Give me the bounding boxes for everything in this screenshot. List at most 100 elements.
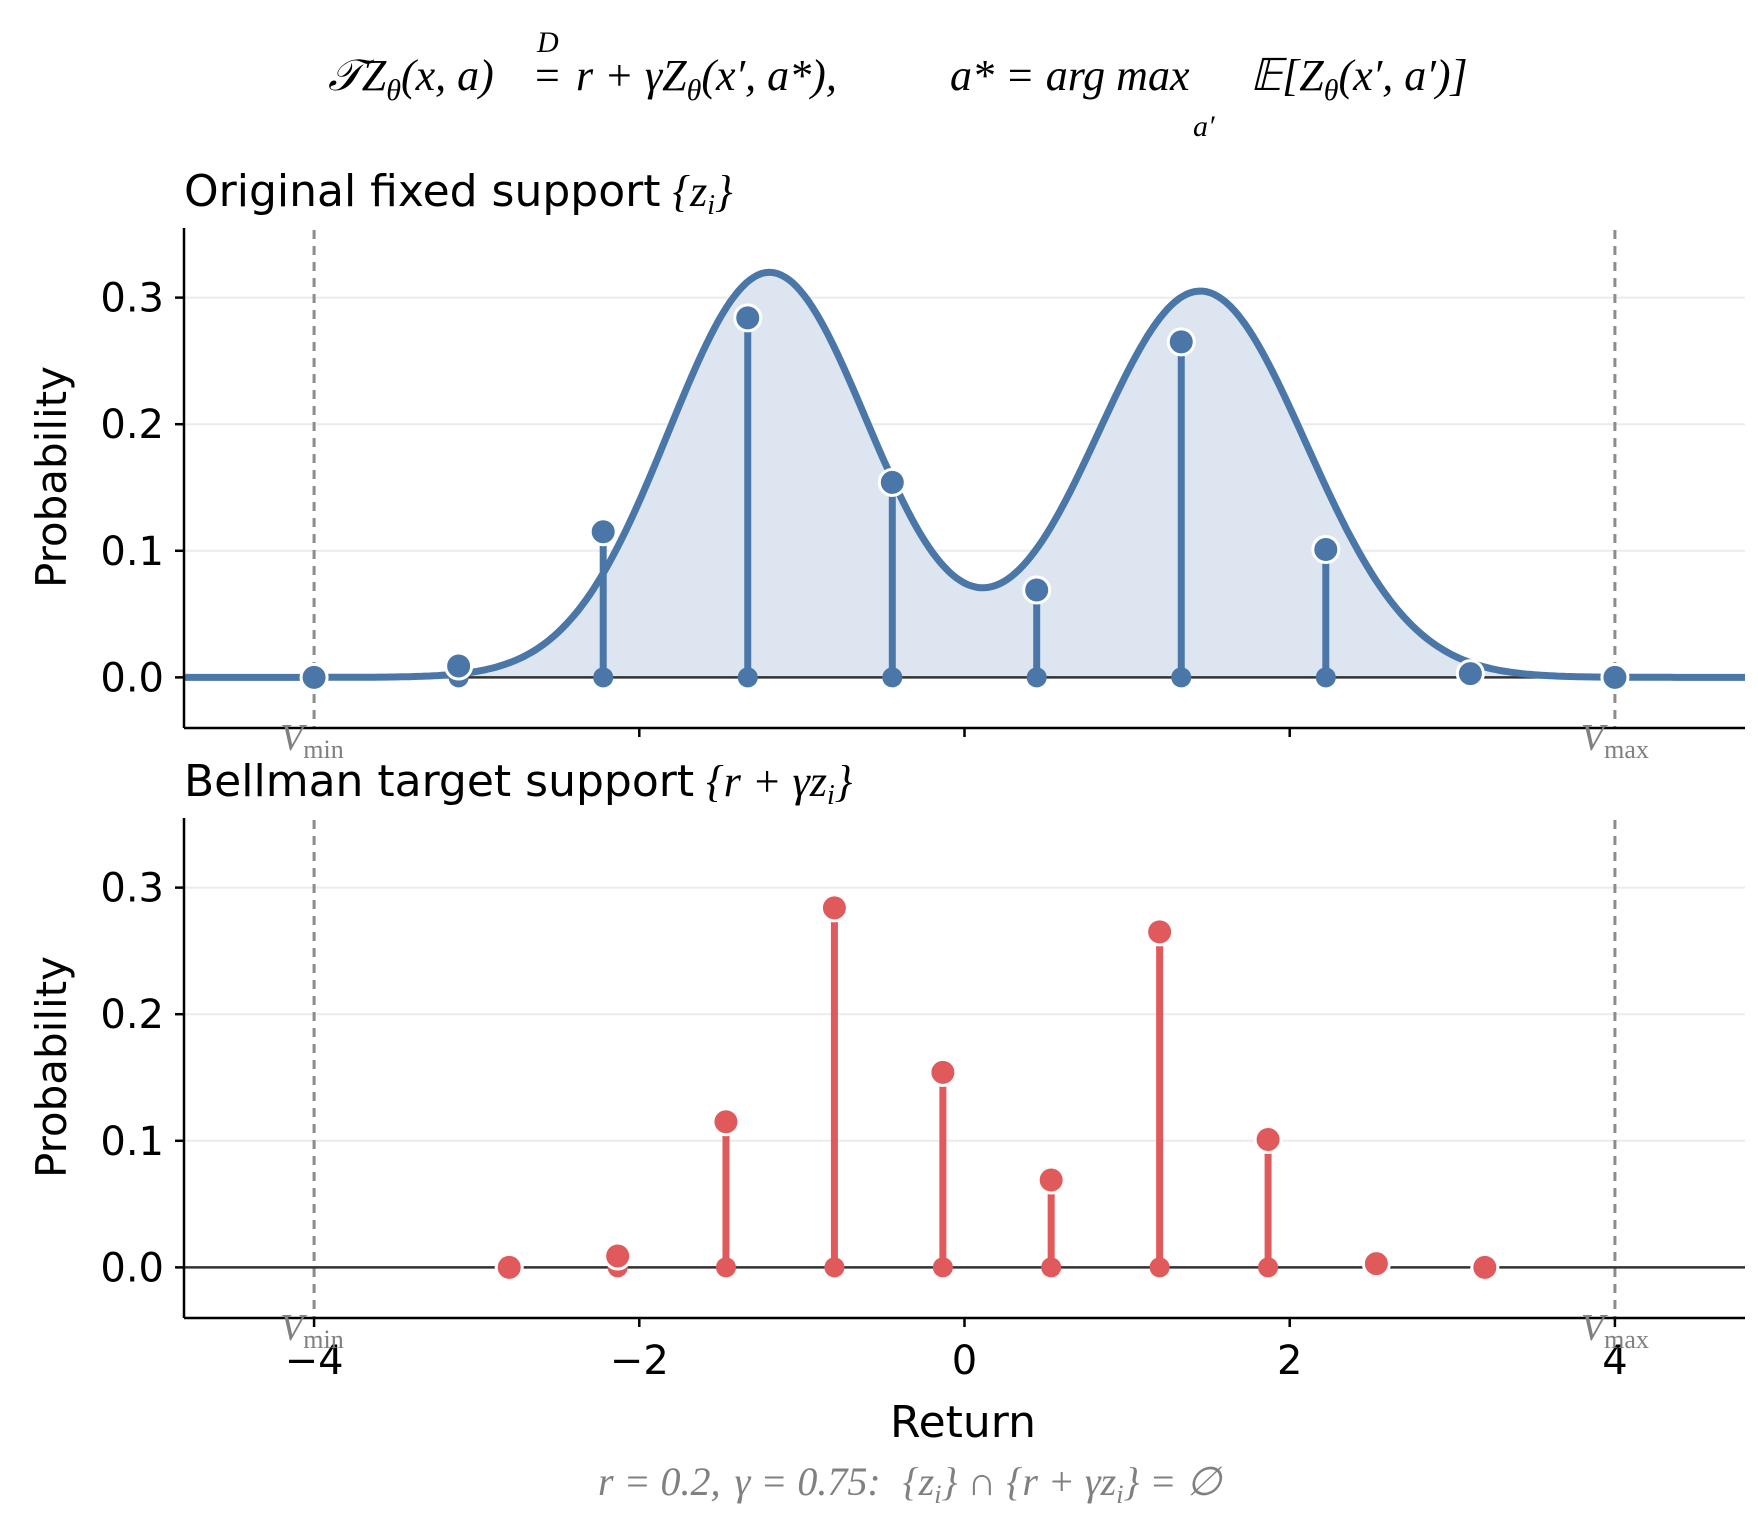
bottom-panel-ytick-label-2: 0.2	[100, 992, 164, 1038]
footer-gamma: γ = 0.75:	[735, 1459, 881, 1504]
top-panel-density-fill	[184, 272, 1745, 678]
top-panel-vlines	[312, 230, 1617, 728]
top-panel-marker-0	[299, 662, 329, 692]
formula-lhs-sub: θ	[386, 74, 401, 107]
top-panel-atoms	[299, 303, 1630, 692]
bottom-panel-grid	[184, 886, 1745, 1142]
formula-rhs: r + γZ	[576, 51, 687, 100]
top-panel-marker-5	[1022, 575, 1052, 605]
top-panel-vmin-label-sub: min	[303, 735, 343, 764]
top-panel-vmax-label: Vmax	[1581, 717, 1649, 764]
bottom-panel-vmax-label-main: V	[1581, 1307, 1608, 1349]
bottom-panel-title-math: {r + γz	[706, 757, 827, 806]
bottom-panel-marker-9	[1470, 1252, 1500, 1282]
top-panel-vmax-label-sub: max	[1604, 735, 1649, 764]
svg-text:r + γZθ(x′, a*),: r + γZθ(x′, a*),	[576, 51, 837, 107]
top-panel-base-dot-6	[1171, 667, 1192, 688]
bottom-panel-title-math-sub: i	[827, 780, 835, 811]
bottom-panel-xtick-label-2: 0	[952, 1338, 977, 1384]
top-panel-title-text: Original fixed support	[184, 166, 660, 217]
bottom-panel-xlabel: Return	[890, 1397, 1036, 1448]
top-panel-vmin-label: Vmin	[280, 717, 344, 764]
footer-set-sub: i	[934, 1480, 941, 1509]
bottom-panel-base-dot-7	[1258, 1257, 1279, 1278]
bottom-panel-marker-3	[819, 893, 849, 923]
formula-expect-sub: θ	[1324, 74, 1339, 107]
top-panel-ytick-label-1: 0.1	[100, 529, 164, 575]
top-panel-marker-3	[733, 303, 763, 333]
bottom-panel-axes: 0.0 0.1 0.2 0.3 −4 −2 0 2 4	[100, 818, 1745, 1384]
bottom-panel-vbound-labels: Vmin Vmax	[280, 1307, 1649, 1354]
top-panel-marker-6	[1166, 327, 1196, 357]
top-panel-ylabel: Probability	[27, 366, 76, 588]
formula-expect-args: (x′, a′)]	[1338, 51, 1467, 100]
footer-r: r = 0.2,	[598, 1459, 721, 1504]
top-panel-base-dot-4	[882, 667, 903, 688]
formula-rhs-args: (x′, a*),	[701, 51, 836, 100]
bellman-formula: 𝒯Zθ(x, a) D = r + γZθ(x′, a*), a* = arg …	[328, 26, 1468, 143]
bottom-panel-xtick-label-1: −2	[610, 1338, 669, 1384]
bottom-panel-marker-0	[494, 1252, 524, 1282]
bottom-panel-base-dot-3	[824, 1257, 845, 1278]
footer-set-sub2: i	[1116, 1480, 1123, 1509]
bottom-panel-vmin-label-sub: min	[303, 1325, 343, 1354]
top-panel-grid	[184, 296, 1745, 552]
bottom-panel-base-dot-2	[715, 1257, 736, 1278]
top-panel-base-dot-3	[737, 667, 758, 688]
footer-set: {z	[903, 1459, 935, 1504]
formula-lhs-args: (x, a)	[401, 51, 494, 100]
top-panel-marker-4	[877, 467, 907, 497]
top-panel: Original fixed support {zi} Probability 0…	[27, 166, 1745, 764]
top-panel-ytick-label-2: 0.2	[100, 402, 164, 448]
formula-astar: a* = arg max	[950, 51, 1190, 100]
top-panel-title: Original fixed support {zi}	[184, 166, 733, 221]
bottom-panel-ytick-label-1: 0.1	[100, 1119, 164, 1165]
top-panel-marker-7	[1311, 535, 1341, 565]
bottom-panel-title: Bellman target support {r + γzi}	[184, 756, 853, 811]
formula-rhs-sub: θ	[687, 74, 702, 107]
bottom-panel-marker-7	[1253, 1125, 1283, 1155]
top-panel-vbound-labels: Vmin Vmax	[280, 717, 1649, 764]
bottom-panel-xtick-label-3: 2	[1277, 1338, 1302, 1384]
top-panel-density-curve	[184, 268, 1745, 681]
top-panel-marker-8	[1455, 659, 1485, 689]
bottom-panel-xtick-label-4: 4	[1602, 1338, 1627, 1384]
bottom-panel-vlines	[312, 820, 1617, 1318]
top-panel-axes: 0.0 0.1 0.2 0.3	[100, 228, 1745, 737]
top-panel-base-dot-2	[593, 667, 614, 688]
bottom-panel-vmin-label: Vmin	[280, 1307, 344, 1354]
formula-argmax-sub: a′	[1193, 110, 1215, 143]
top-panel-title-math: {z	[672, 167, 707, 216]
top-panel-marker-9	[1600, 662, 1630, 692]
bottom-panel: Bellman target support {r + γzi} Probabil…	[27, 756, 1745, 1448]
top-panel-base-dot-5	[1026, 667, 1047, 688]
bottom-panel-xtick-label-0: −4	[285, 1338, 344, 1384]
bottom-panel-marker-6	[1145, 917, 1175, 947]
top-panel-base-dot-7	[1315, 667, 1336, 688]
bottom-panel-ytick-label-3: 0.3	[100, 866, 164, 912]
footer-set-mid: } ∩ {r + γz	[941, 1459, 1116, 1504]
bottom-panel-vmin-label-main: V	[280, 1307, 307, 1349]
top-panel-vmax-label-main: V	[1581, 717, 1608, 759]
bottom-panel-vmax-label-sub: max	[1604, 1325, 1649, 1354]
formula-eq: =	[535, 51, 560, 100]
bottom-panel-ytick-label-0: 0.0	[100, 1245, 164, 1291]
bottom-panel-base-dot-6	[1149, 1257, 1170, 1278]
top-panel-ytick-label-0: 0.0	[100, 655, 164, 701]
svg-text:𝒯Zθ(x, a): 𝒯Zθ(x, a)	[328, 51, 494, 107]
top-panel-marker-1	[444, 651, 474, 681]
footer-note: r = 0.2, γ = 0.75: {zi} ∩ {r + γzi} = ∅	[598, 1459, 1223, 1509]
bottom-panel-title-text: Bellman target support	[184, 756, 694, 807]
footer-set-end: } = ∅	[1123, 1459, 1223, 1504]
bottom-panel-marker-8	[1361, 1249, 1391, 1279]
bottom-panel-marker-2	[711, 1107, 741, 1137]
bottom-panel-marker-4	[928, 1057, 958, 1087]
formula-eq-over: D	[536, 26, 559, 59]
svg-text:𝔼[Zθ(x′, a′)]: 𝔼[Zθ(x′, a′)]	[1250, 51, 1468, 107]
top-panel-title-math-sub: i	[707, 190, 715, 221]
top-panel-title-math-end: }	[715, 167, 733, 216]
bottom-panel-title-math-end: }	[835, 757, 853, 806]
bottom-panel-ylabel: Probability	[27, 956, 76, 1178]
top-panel-marker-2	[588, 517, 618, 547]
bottom-panel-marker-1	[603, 1241, 633, 1271]
